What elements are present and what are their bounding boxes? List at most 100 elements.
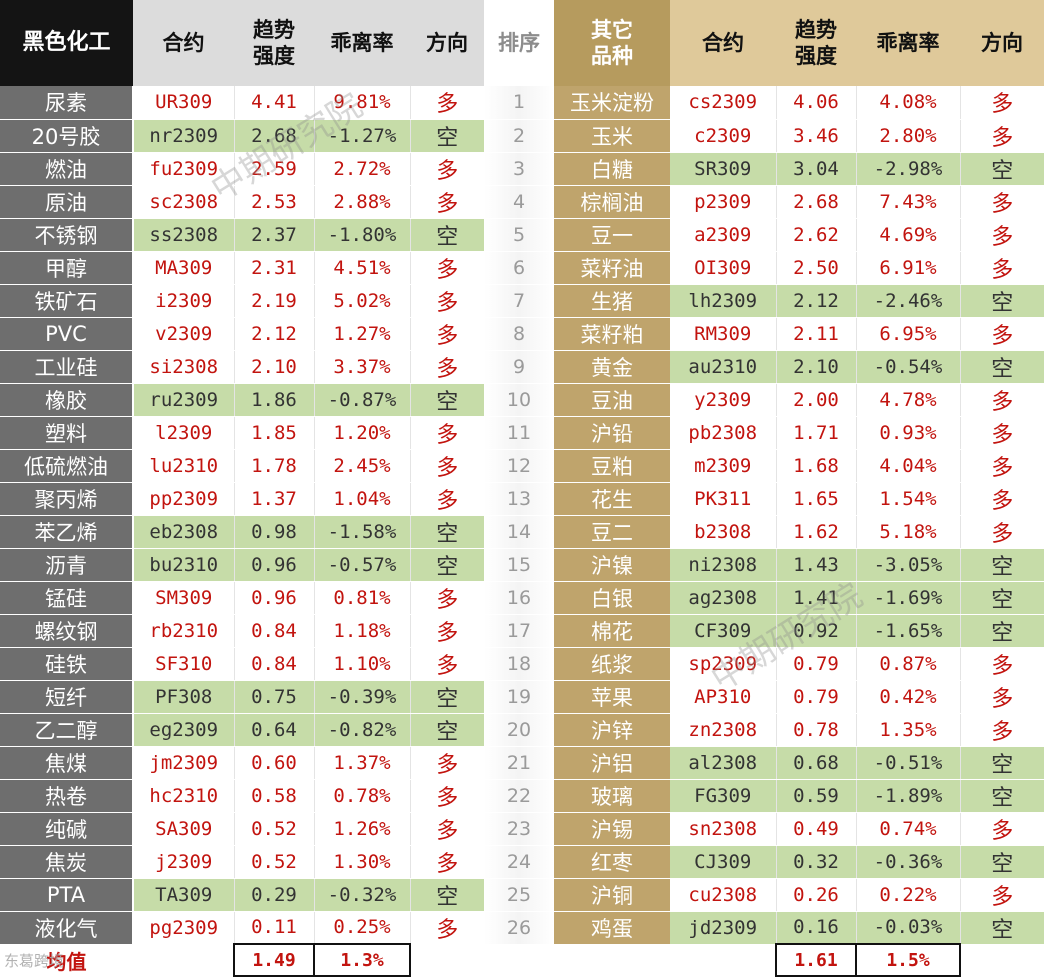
left-trend-strength: 2.10 (234, 350, 315, 384)
right-direction: 多 (960, 119, 1044, 153)
left-contract-code: i2309 (133, 284, 235, 318)
table-row: 燃油 fu2309 2.59 2.72% 多 3 白糖 SR309 3.04 -2.98% 空 (0, 152, 1044, 186)
right-commodity-name: 豆粕 (554, 449, 670, 483)
table-row: PVC v2309 2.12 1.27% 多 8 菜籽粕 RM309 2.11 6.95% 多 (0, 317, 1044, 351)
left-commodity-name: 铁矿石 (0, 284, 134, 318)
right-commodity-name: 玻璃 (554, 779, 670, 813)
average-empty (484, 944, 554, 977)
rank-number: 22 (484, 779, 554, 813)
right-deviation-rate: 4.04% (856, 449, 961, 483)
right-contract-code: FG309 (670, 779, 777, 813)
left-direction: 空 (410, 119, 484, 153)
left-direction: 多 (410, 86, 484, 120)
left-trend-strength: 0.98 (234, 515, 315, 549)
average-empty (554, 944, 670, 977)
left-trend-strength: 0.52 (234, 845, 315, 879)
left-direction: 空 (410, 383, 484, 417)
rank-number: 4 (484, 185, 554, 219)
left-contract-code: SM309 (133, 581, 235, 615)
right-direction: 多 (960, 482, 1044, 516)
left-contract-code: SA309 (133, 812, 235, 846)
rank-number: 26 (484, 911, 554, 945)
right-direction: 多 (960, 449, 1044, 483)
right-direction: 多 (960, 317, 1044, 351)
right-commodity-name: 纸浆 (554, 647, 670, 681)
left-direction: 多 (410, 746, 484, 780)
right-deviation-rate: -0.54% (856, 350, 961, 384)
right-trend-strength: 0.79 (776, 680, 857, 714)
right-trend-strength: 2.62 (776, 218, 857, 252)
left-trend-strength: 2.31 (234, 251, 315, 285)
left-deviation-rate: 0.81% (314, 581, 411, 615)
left-commodity-name: 焦炭 (0, 845, 134, 879)
left-direction: 空 (410, 548, 484, 582)
left-deviation-rate: -1.58% (314, 515, 411, 549)
right-deviation-rate: -0.03% (856, 911, 961, 945)
table-row: 硅铁 SF310 0.84 1.10% 多 18 纸浆 sp2309 0.79 0.87% 多 (0, 647, 1044, 681)
left-trend-strength: 2.37 (234, 218, 315, 252)
right-direction: 多 (960, 647, 1044, 681)
right-contract-code: au2310 (670, 350, 777, 384)
right-contract-code: sn2308 (670, 812, 777, 846)
right-trend-strength: 0.92 (776, 614, 857, 648)
left-trend-strength: 0.52 (234, 812, 315, 846)
left-commodity-name: 沥青 (0, 548, 134, 582)
left-direction: 多 (410, 647, 484, 681)
right-commodity-name: 沪锡 (554, 812, 670, 846)
table-row: PTA TA309 0.29 -0.32% 空 25 沪铜 cu2308 0.26 0.22% 多 (0, 878, 1044, 912)
right-deviation-rate: -3.05% (856, 548, 961, 582)
left-commodity-name: 原油 (0, 185, 134, 219)
right-direction: 空 (960, 152, 1044, 186)
right-commodity-name: 玉米淀粉 (554, 86, 670, 120)
right-trend-strength: 0.68 (776, 746, 857, 780)
right-deviation-rate: -2.98% (856, 152, 961, 186)
left-deviation-rate: 2.45% (314, 449, 411, 483)
left-trend-strength: 0.96 (234, 548, 315, 582)
left-direction: 多 (410, 845, 484, 879)
right-contract-code: SR309 (670, 152, 777, 186)
right-commodity-name: 菜籽油 (554, 251, 670, 285)
right-contract-code: RM309 (670, 317, 777, 351)
table-row: 焦炭 j2309 0.52 1.30% 多 24 红枣 CJ309 0.32 -0.36% 空 (0, 845, 1044, 879)
left-commodity-name: 燃油 (0, 152, 134, 186)
left-commodity-name: 塑料 (0, 416, 134, 450)
left-deviation-rate: 0.25% (314, 911, 411, 945)
left-contract-code: pg2309 (133, 911, 235, 945)
left-direction: 多 (410, 812, 484, 846)
right-contract-code: b2308 (670, 515, 777, 549)
right-deviation-rate: -1.65% (856, 614, 961, 648)
left-direction: 空 (410, 713, 484, 747)
right-trend-strength: 1.62 (776, 515, 857, 549)
right-direction: 多 (960, 680, 1044, 714)
table-row: 橡胶 ru2309 1.86 -0.87% 空 10 豆油 y2309 2.00 4.78% 多 (0, 383, 1044, 417)
left-deviation-rate: 1.20% (314, 416, 411, 450)
right-commodity-name: 豆一 (554, 218, 670, 252)
average-row: 均值 1.49 1.3% 1.61 1.5% (0, 943, 1044, 977)
left-deviation-rate: -0.82% (314, 713, 411, 747)
rank-number: 2 (484, 119, 554, 153)
rank-number: 7 (484, 284, 554, 318)
left-deviation-rate: 1.27% (314, 317, 411, 351)
rank-number: 17 (484, 614, 554, 648)
rank-number: 20 (484, 713, 554, 747)
header-rank: 排序 (484, 0, 554, 86)
table-row: 苯乙烯 eb2308 0.98 -1.58% 空 14 豆二 b2308 1.62 5.18% 多 (0, 515, 1044, 549)
left-contract-code: hc2310 (133, 779, 235, 813)
table-row: 尿素 UR309 4.41 9.81% 多 1 玉米淀粉 cs2309 4.06 4.08% 多 (0, 86, 1044, 120)
table-row: 螺纹钢 rb2310 0.84 1.18% 多 17 棉花 CF309 0.92 -1.65% 空 (0, 614, 1044, 648)
left-direction: 多 (410, 185, 484, 219)
left-contract-code: bu2310 (133, 548, 235, 582)
left-direction: 多 (410, 284, 484, 318)
left-commodity-name: 聚丙烯 (0, 482, 134, 516)
left-contract-code: TA309 (133, 878, 235, 912)
header-deviation: 乖离率 (314, 0, 410, 86)
right-deviation-rate: 7.43% (856, 185, 961, 219)
rank-number: 3 (484, 152, 554, 186)
left-trend-strength: 0.29 (234, 878, 315, 912)
rank-number: 10 (484, 383, 554, 417)
right-direction: 空 (960, 911, 1044, 945)
rank-number: 25 (484, 878, 554, 912)
left-deviation-rate: 1.18% (314, 614, 411, 648)
right-trend-strength: 3.04 (776, 152, 857, 186)
